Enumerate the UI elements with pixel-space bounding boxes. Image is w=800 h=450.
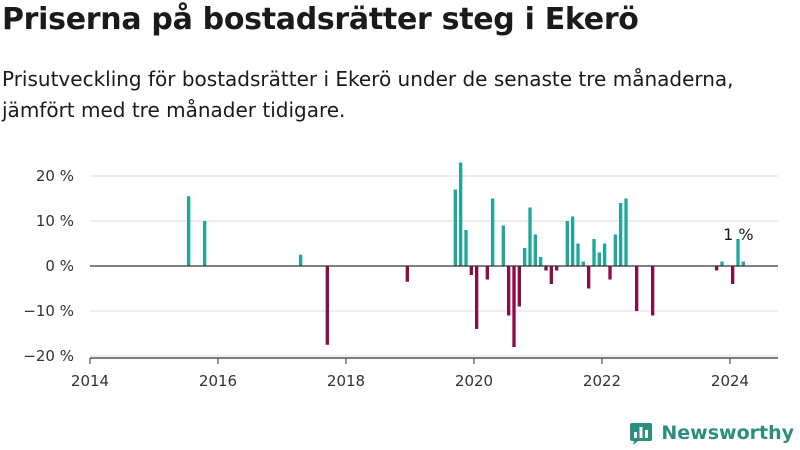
x-tick-label: 2014	[71, 372, 109, 390]
bar-2021-01	[539, 257, 543, 266]
bar-2015-10	[203, 221, 207, 266]
bar-2021-12	[597, 252, 601, 266]
x-tick-label: 2020	[455, 372, 493, 390]
latest-value-label: 1 %	[723, 225, 753, 244]
chart-title: Priserna på bostadsrätter steg i Ekerö	[2, 2, 639, 37]
chart-subtitle: Prisutveckling för bostadsrätter i Ekerö…	[2, 67, 734, 122]
bars	[187, 162, 745, 347]
x-tick-label: 2018	[327, 372, 365, 390]
bar-2022-02	[608, 266, 612, 280]
bar-2023-10	[715, 266, 719, 271]
bar-2020-09	[517, 266, 521, 307]
bar-2017-04	[299, 254, 303, 266]
bar-2020-04	[491, 198, 495, 266]
bar-2021-11	[592, 239, 596, 266]
bar-2022-07	[635, 266, 639, 311]
bar-2020-01	[475, 266, 479, 329]
bar-2015-07	[187, 196, 191, 266]
x-tick-label: 2024	[711, 372, 749, 390]
bar-2019-09	[453, 189, 457, 266]
bar-2021-06	[565, 221, 569, 266]
bar-2024-03	[741, 261, 745, 266]
bar-2020-08	[512, 266, 516, 347]
x-tick-label: 2022	[583, 372, 621, 390]
bar-2019-11	[464, 230, 468, 266]
bar-2021-09	[581, 261, 585, 266]
y-tick-label: 0 %	[45, 257, 74, 275]
bar-2022-10	[651, 266, 655, 316]
bar-2024-01	[731, 266, 735, 284]
bar-2020-11	[528, 207, 532, 266]
bar-2018-12	[405, 266, 409, 282]
bar-2022-01	[603, 243, 607, 266]
y-tick-label: −20 %	[23, 347, 74, 365]
x-tick-label: 2016	[199, 372, 237, 390]
axes: 20 % 10 % 0 % −10 % −20 % 2014 2016 2018 2020 202…	[23, 167, 778, 390]
bar-2024-02	[736, 239, 740, 266]
bar-2021-07	[571, 216, 575, 266]
y-tick-label: 10 %	[36, 212, 74, 230]
bar-2021-08	[576, 243, 580, 266]
bar-2017-09	[325, 266, 329, 345]
bar-2023-11	[720, 261, 724, 266]
bar-2022-04	[619, 203, 623, 266]
bar-2019-12	[469, 266, 473, 275]
bar-2021-03	[549, 266, 553, 284]
bar-2020-12	[533, 234, 537, 266]
bar-2021-02	[544, 266, 548, 271]
bar-2022-05	[624, 198, 628, 266]
bar-2020-03	[485, 266, 489, 280]
brand-logo: Newsworthy	[629, 418, 794, 448]
bar-2022-03	[613, 234, 617, 266]
bar-2021-04	[555, 266, 559, 271]
bar-2020-10	[523, 248, 527, 266]
bar-2020-06	[501, 225, 505, 266]
bar-2021-10	[587, 266, 591, 289]
bar-chart-logo-icon	[630, 423, 653, 445]
bar-2020-07	[507, 266, 511, 316]
y-tick-label: 20 %	[36, 167, 74, 185]
brand-name: Newsworthy	[661, 422, 794, 444]
bar-2019-10	[459, 162, 463, 266]
y-tick-label: −10 %	[23, 302, 74, 320]
